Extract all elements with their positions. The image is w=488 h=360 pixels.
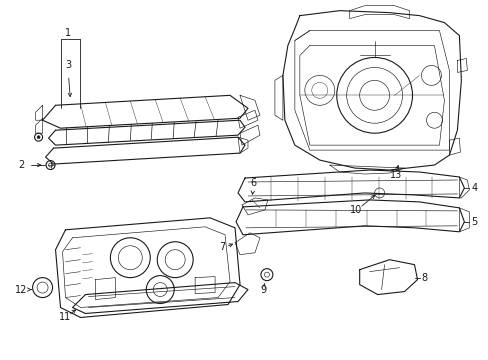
Text: 7: 7 <box>219 242 225 252</box>
Text: 4: 4 <box>470 183 476 193</box>
Text: 1: 1 <box>65 28 71 37</box>
Text: 3: 3 <box>65 60 71 71</box>
Text: 11: 11 <box>59 312 71 323</box>
Circle shape <box>37 136 40 139</box>
Text: 9: 9 <box>259 284 265 294</box>
Text: 2: 2 <box>19 160 25 170</box>
Text: 6: 6 <box>249 178 256 188</box>
Text: 10: 10 <box>349 205 361 215</box>
Text: 12: 12 <box>15 284 27 294</box>
Text: 8: 8 <box>421 273 427 283</box>
Text: 13: 13 <box>389 170 401 180</box>
Text: 5: 5 <box>470 217 477 227</box>
